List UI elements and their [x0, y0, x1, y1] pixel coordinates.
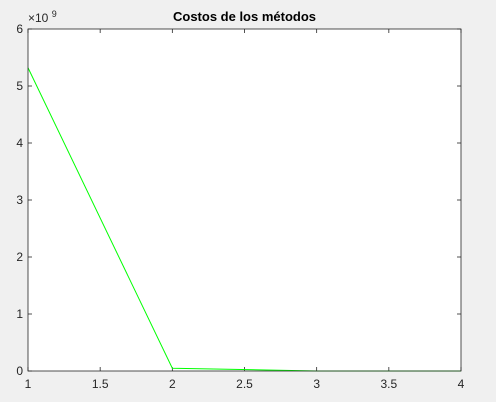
y-tick-label: 3	[16, 193, 23, 207]
x-tick-label: 1.5	[92, 377, 109, 391]
y-tick-label: 1	[16, 307, 23, 321]
x-axis: 1 1.5 2 2.5 3 3.5 4	[25, 29, 465, 391]
y-tick-label: 5	[16, 79, 23, 93]
chart-title: Costos de los métodos	[173, 9, 316, 24]
x-tick-label: 3	[313, 377, 320, 391]
y-tick-label: 2	[16, 250, 23, 264]
axes-box	[27, 28, 462, 372]
y-axis: 0 1 2 3 4 5 6	[16, 22, 461, 378]
y-tick-label: 0	[16, 364, 23, 378]
x-tick-label: 3.5	[380, 377, 397, 391]
y-tick-label: 4	[16, 136, 23, 150]
x-tick-label: 2	[169, 377, 176, 391]
x-tick-label: 4	[458, 377, 465, 391]
y-exponent-label: ×10 9	[28, 9, 57, 25]
x-tick-label: 2.5	[236, 377, 253, 391]
y-tick-label: 6	[16, 22, 23, 36]
y-exponent-base: ×10	[28, 11, 49, 25]
axes-background	[28, 29, 461, 371]
x-tick-label: 1	[25, 377, 32, 391]
y-exponent-power: 9	[52, 9, 57, 19]
